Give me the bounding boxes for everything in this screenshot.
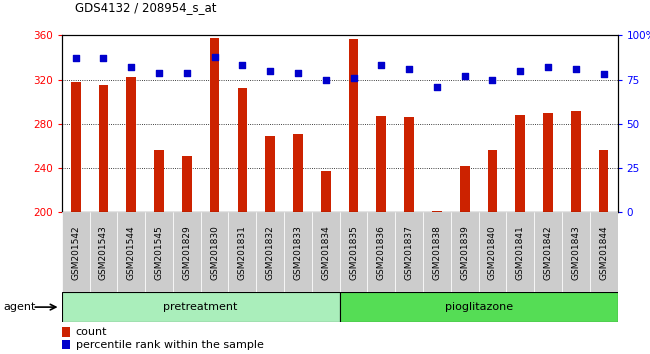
Bar <box>321 171 331 212</box>
Point <box>237 63 248 68</box>
Bar <box>339 292 618 322</box>
Text: GSM201543: GSM201543 <box>99 225 108 280</box>
Text: GSM201829: GSM201829 <box>182 225 191 280</box>
Bar <box>534 212 562 292</box>
Bar <box>256 212 284 292</box>
Text: GSM201544: GSM201544 <box>127 225 136 280</box>
Text: GSM201843: GSM201843 <box>571 225 580 280</box>
Text: GSM201844: GSM201844 <box>599 225 608 280</box>
Point <box>126 64 136 70</box>
Text: GSM201831: GSM201831 <box>238 225 247 280</box>
Bar <box>367 212 395 292</box>
Bar <box>432 211 442 212</box>
Bar <box>506 212 534 292</box>
Bar <box>90 212 117 292</box>
Point <box>376 63 387 68</box>
Point <box>292 70 303 75</box>
Bar <box>71 82 81 212</box>
Text: GSM201832: GSM201832 <box>266 225 275 280</box>
Bar <box>201 212 229 292</box>
Point <box>599 72 609 77</box>
Point <box>432 84 442 90</box>
Text: GSM201842: GSM201842 <box>543 225 552 280</box>
Point <box>404 66 414 72</box>
Point <box>515 68 525 74</box>
Text: pioglitazone: pioglitazone <box>445 302 513 312</box>
Point <box>320 77 331 82</box>
Point <box>265 68 276 74</box>
Bar <box>423 212 451 292</box>
Point <box>571 66 581 72</box>
Bar <box>237 88 247 212</box>
Bar <box>62 292 339 322</box>
Point <box>543 64 553 70</box>
Bar <box>515 115 525 212</box>
Bar <box>562 212 590 292</box>
Bar <box>293 134 303 212</box>
Bar <box>451 212 478 292</box>
Point <box>154 70 164 75</box>
Bar <box>460 166 469 212</box>
Point <box>181 70 192 75</box>
Point <box>209 54 220 59</box>
Bar <box>404 117 414 212</box>
Text: GSM201545: GSM201545 <box>155 225 164 280</box>
Text: GSM201841: GSM201841 <box>515 225 525 280</box>
Bar <box>599 150 608 212</box>
Bar <box>62 327 70 337</box>
Text: pretreatment: pretreatment <box>164 302 238 312</box>
Text: GSM201839: GSM201839 <box>460 225 469 280</box>
Text: GSM201542: GSM201542 <box>71 225 80 280</box>
Text: GSM201835: GSM201835 <box>349 225 358 280</box>
Bar <box>376 116 386 212</box>
Bar <box>229 212 256 292</box>
Text: agent: agent <box>3 302 36 312</box>
Bar <box>571 110 580 212</box>
Text: GSM201838: GSM201838 <box>432 225 441 280</box>
Bar <box>62 340 70 349</box>
Point <box>70 56 81 61</box>
Bar <box>488 150 497 212</box>
Text: percentile rank within the sample: percentile rank within the sample <box>75 339 263 349</box>
Bar <box>126 78 136 212</box>
Point <box>98 56 109 61</box>
Text: GSM201840: GSM201840 <box>488 225 497 280</box>
Bar <box>265 136 275 212</box>
Bar <box>478 212 506 292</box>
Bar <box>543 113 553 212</box>
Bar <box>210 38 220 212</box>
Text: GSM201837: GSM201837 <box>404 225 413 280</box>
Text: GSM201830: GSM201830 <box>210 225 219 280</box>
Point <box>348 75 359 81</box>
Bar <box>348 39 358 212</box>
Bar <box>590 212 618 292</box>
Text: GSM201834: GSM201834 <box>321 225 330 280</box>
Point <box>460 73 470 79</box>
Text: GSM201836: GSM201836 <box>377 225 386 280</box>
Text: count: count <box>75 327 107 337</box>
Text: GSM201833: GSM201833 <box>293 225 302 280</box>
Bar <box>173 212 201 292</box>
Bar <box>284 212 312 292</box>
Bar <box>339 212 367 292</box>
Bar <box>145 212 173 292</box>
Bar <box>182 156 192 212</box>
Point <box>488 77 498 82</box>
Bar <box>99 85 109 212</box>
Text: GDS4132 / 208954_s_at: GDS4132 / 208954_s_at <box>75 1 216 14</box>
Bar <box>395 212 423 292</box>
Bar <box>312 212 340 292</box>
Bar <box>154 150 164 212</box>
Bar <box>62 212 90 292</box>
Bar <box>117 212 145 292</box>
